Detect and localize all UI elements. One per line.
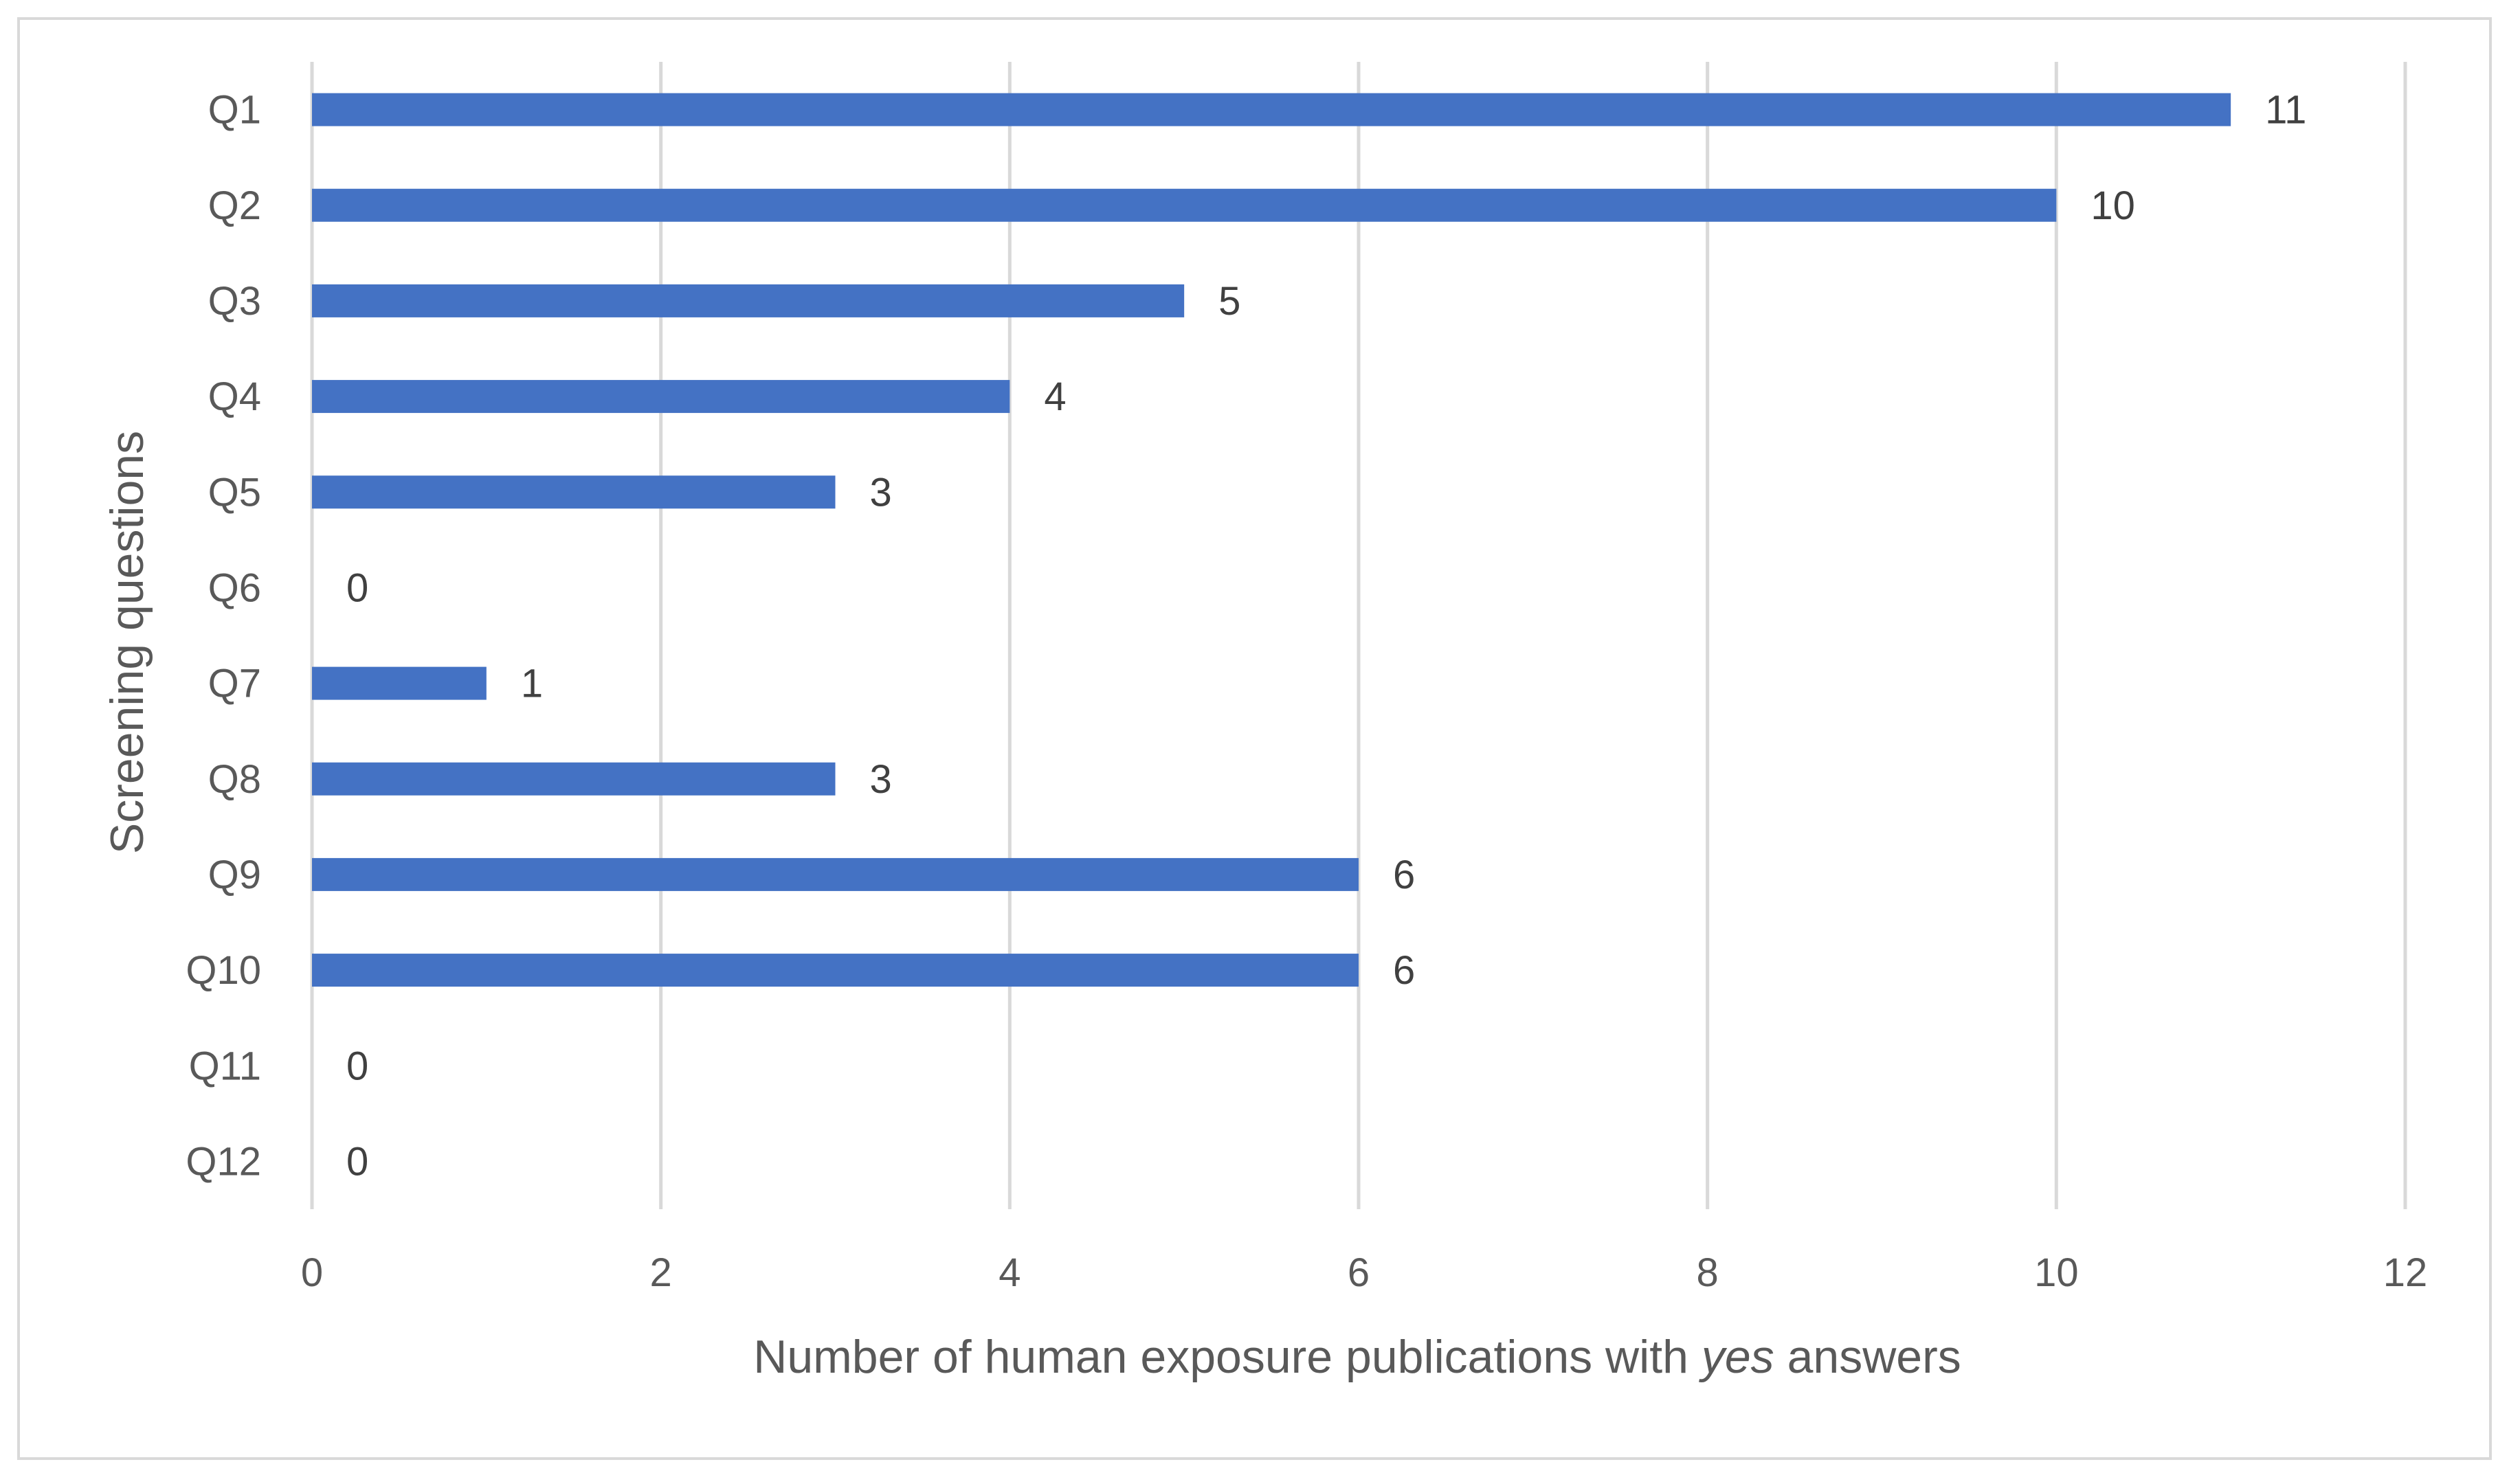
x-axis-title: Number of human exposure publications wi… bbox=[753, 1331, 1961, 1383]
bar-Q4 bbox=[312, 380, 1010, 414]
bar-Q9 bbox=[312, 857, 1359, 891]
data-label-Q6: 0 bbox=[346, 565, 368, 610]
data-label-Q1: 11 bbox=[2265, 88, 2306, 133]
x-tick-label: 12 bbox=[2383, 1250, 2428, 1295]
data-label-Q3: 5 bbox=[1218, 279, 1240, 324]
gridlines bbox=[310, 62, 2407, 1209]
bar-Q8 bbox=[312, 762, 836, 796]
bar-Q7 bbox=[312, 666, 487, 700]
x-tick-label: 0 bbox=[301, 1250, 323, 1295]
bar-Q2 bbox=[312, 188, 2057, 222]
data-label-Q7: 1 bbox=[521, 662, 543, 706]
x-tick-label: 4 bbox=[999, 1250, 1021, 1295]
y-tick-label-Q12: Q12 bbox=[186, 1139, 261, 1184]
y-tick-label-Q5: Q5 bbox=[208, 470, 261, 515]
chart-frame bbox=[17, 17, 2492, 1460]
x-axis-ticks: 0 2 4 6 8 10 12 bbox=[301, 1250, 2427, 1295]
bar-Q10 bbox=[312, 954, 1359, 987]
y-tick-label-Q4: Q4 bbox=[208, 374, 261, 419]
x-axis-title-part-1: Number of human exposure publications wi… bbox=[753, 1331, 1702, 1383]
data-label-Q10: 6 bbox=[1393, 948, 1415, 993]
bar-Q1 bbox=[312, 93, 2231, 126]
x-axis-title-emphasis: yes bbox=[1699, 1331, 1774, 1383]
data-label-Q5: 3 bbox=[870, 470, 892, 515]
x-tick-label: 10 bbox=[2034, 1250, 2079, 1295]
y-tick-label-Q10: Q10 bbox=[186, 948, 261, 993]
y-tick-label-Q1: Q1 bbox=[208, 88, 261, 133]
data-label-Q8: 3 bbox=[870, 757, 892, 802]
data-labels: 11 10 5 4 3 0 1 3 6 6 0 0 bbox=[346, 88, 2306, 1184]
y-tick-label-Q6: Q6 bbox=[208, 565, 261, 610]
y-tick-label-Q3: Q3 bbox=[208, 279, 261, 324]
x-tick-label: 6 bbox=[1348, 1250, 1370, 1295]
bar-Q3 bbox=[312, 284, 1185, 317]
data-label-Q12: 0 bbox=[346, 1139, 368, 1184]
data-label-Q9: 6 bbox=[1393, 853, 1415, 897]
y-axis-title: Screening questions bbox=[101, 431, 153, 854]
y-tick-label-Q8: Q8 bbox=[208, 757, 261, 802]
y-tick-label-Q7: Q7 bbox=[208, 662, 261, 706]
y-axis-ticks: Q1 Q2 Q3 Q4 Q5 Q6 Q7 Q8 Q9 Q10 Q11 Q12 bbox=[186, 88, 261, 1184]
y-tick-label-Q9: Q9 bbox=[208, 853, 261, 897]
x-axis-title-part-3: answers bbox=[1774, 1331, 1961, 1383]
y-tick-label-Q2: Q2 bbox=[208, 183, 261, 228]
y-tick-label-Q11: Q11 bbox=[189, 1044, 261, 1088]
x-tick-label: 2 bbox=[650, 1250, 672, 1295]
data-label-Q11: 0 bbox=[346, 1044, 368, 1088]
data-label-Q4: 4 bbox=[1044, 374, 1066, 419]
x-tick-label: 8 bbox=[1697, 1250, 1719, 1295]
bar-Q5 bbox=[312, 475, 836, 509]
bars bbox=[312, 93, 2231, 987]
data-label-Q2: 10 bbox=[2090, 183, 2135, 228]
